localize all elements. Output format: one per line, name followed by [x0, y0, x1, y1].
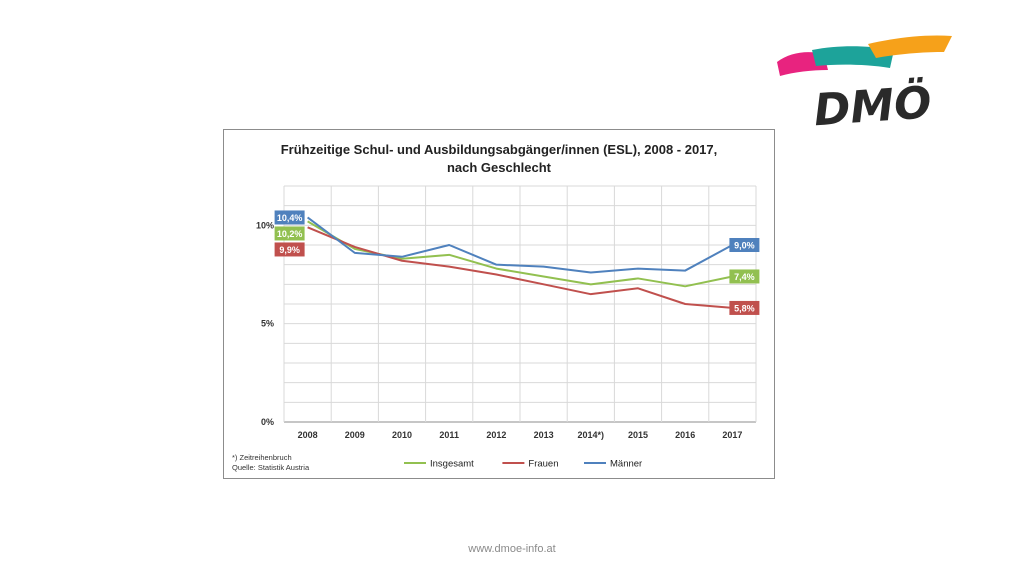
x-tick-label: 2015: [628, 430, 648, 440]
data-label: 9,0%: [734, 241, 755, 251]
legend-label: Männer: [610, 459, 642, 470]
data-label: 7,4%: [734, 272, 755, 282]
x-tick-label: 2009: [345, 430, 365, 440]
data-label: 10,2%: [277, 229, 303, 239]
footer-url: www.dmoe-info.at: [468, 543, 556, 555]
x-tick-label: 2017: [722, 430, 742, 440]
data-label: 9,9%: [279, 245, 300, 255]
data-label: 10,4%: [277, 213, 303, 223]
x-tick-label: 2016: [675, 430, 695, 440]
chart-subtitle: nach Geschlecht: [446, 160, 552, 175]
legend-label: Frauen: [528, 459, 558, 470]
x-tick-label: 2013: [534, 430, 554, 440]
dmoe-logo: DMÖ: [777, 35, 952, 136]
legend-label: Insgesamt: [430, 459, 474, 470]
x-tick-label: 2012: [486, 430, 506, 440]
line-chart: 0% 5% 10% 2008 2009 2010 2011 2012 2013 2014*) 201…: [256, 185, 760, 470]
data-label-box: [274, 226, 305, 241]
chart-title: Frühzeitige Schul- und Ausbildungsabgäng…: [280, 142, 718, 157]
footnote-zeitreihenbruch: *) Zeitreihenbruch: [232, 453, 292, 462]
x-tick-label: 2010: [392, 430, 412, 440]
y-tick-label: 5%: [261, 319, 274, 329]
footnote-quelle: Quelle: Statistik Austria: [232, 463, 310, 472]
data-label-box: [729, 300, 760, 315]
x-tick-label: 2014*): [578, 430, 605, 440]
data-label-box: [274, 210, 305, 225]
data-label-box: [274, 242, 305, 257]
data-label: 5,8%: [734, 303, 755, 313]
chart-frame: Frühzeitige Schul- und Ausbildungsabgäng…: [223, 129, 775, 479]
data-label-box: [729, 269, 760, 284]
y-tick-label: 0%: [261, 417, 274, 427]
data-label-box: [729, 238, 760, 252]
series-line-männer: [306, 216, 733, 274]
logo-text: DMÖ: [812, 75, 933, 136]
x-tick-label: 2011: [439, 430, 459, 440]
logo-orange-stroke: [868, 35, 952, 58]
y-tick-label: 10%: [256, 220, 274, 230]
x-tick-label: 2008: [298, 430, 318, 440]
